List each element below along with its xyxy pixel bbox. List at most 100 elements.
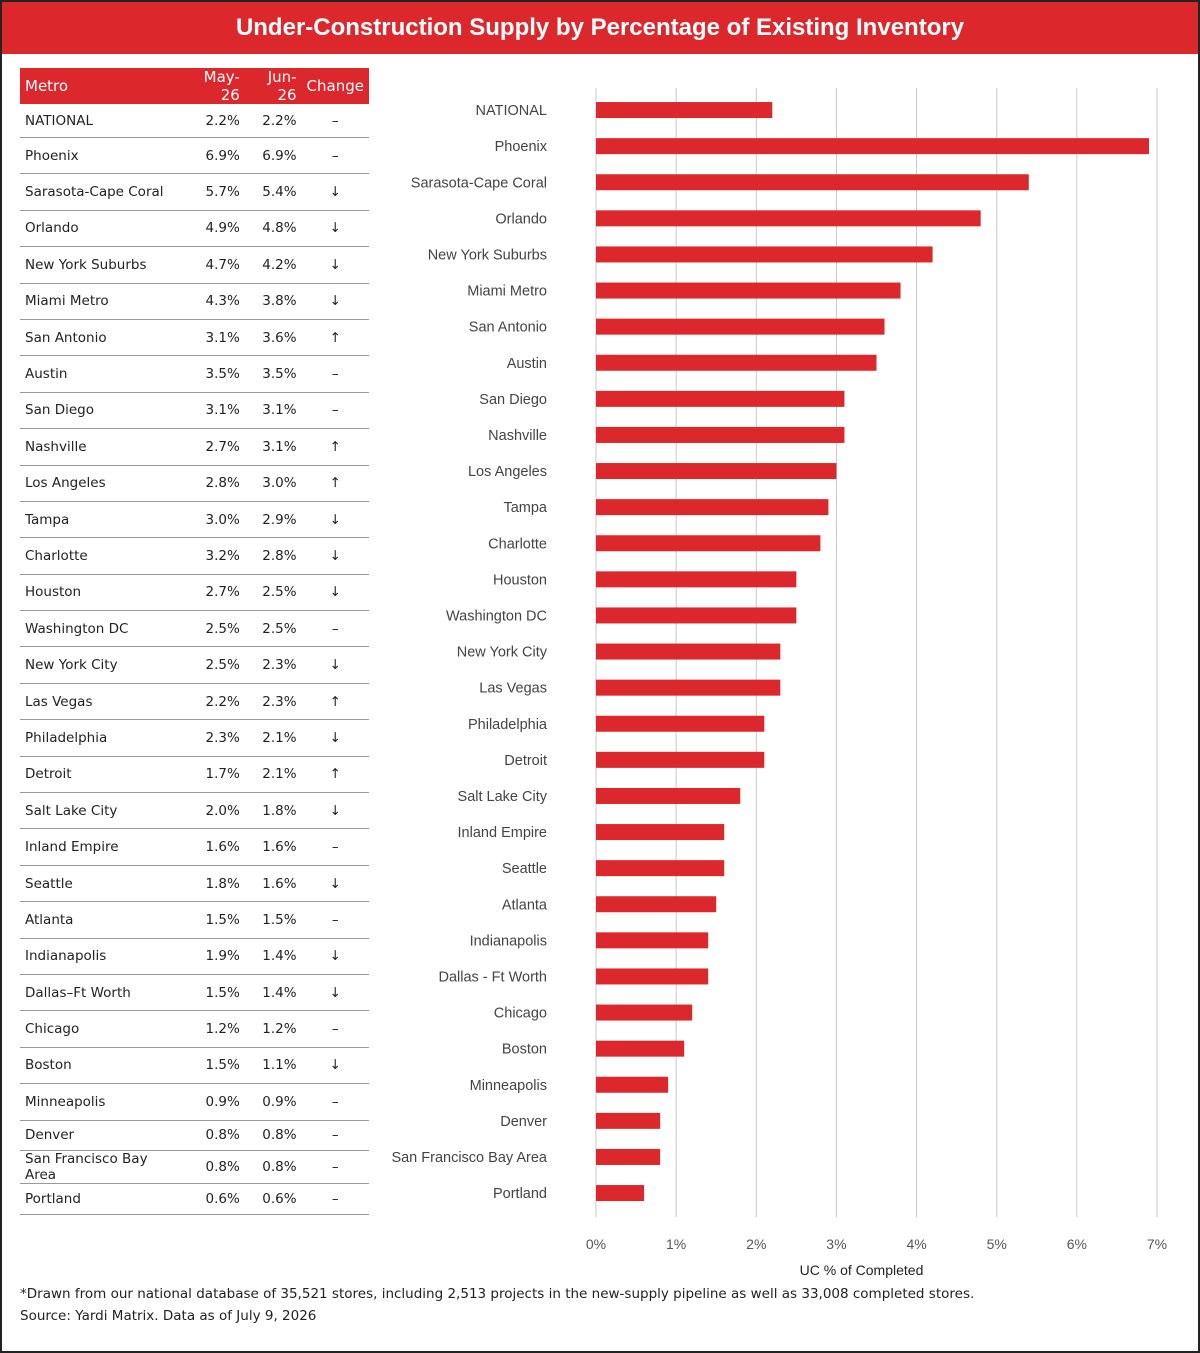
table-row: Washington DC 2.5% 2.5% –	[20, 610, 369, 648]
table-row: Salt Lake City 2.0% 1.8% ↓	[20, 792, 369, 830]
cell-jun: 3.1%	[244, 392, 302, 430]
cell-jun: 0.9%	[244, 1083, 302, 1121]
cell-jun: 3.1%	[244, 428, 302, 466]
cell-jun: 1.6%	[244, 865, 302, 903]
cell-metro: Phoenix	[20, 137, 182, 175]
table-row: Inland Empire 1.6% 1.6% –	[20, 828, 369, 866]
cell-may: 0.9%	[181, 1083, 245, 1121]
cell-change: ↓	[301, 574, 369, 612]
table-row: Portland 0.6% 0.6% –	[20, 1183, 369, 1215]
cell-change: ↓	[301, 792, 369, 830]
category-label: San Antonio	[469, 320, 547, 336]
table-row: New York City 2.5% 2.3% ↓	[20, 646, 369, 684]
cell-jun: 1.4%	[244, 938, 302, 975]
table-row: Dallas–Ft Worth 1.5% 1.4% ↓	[20, 974, 369, 1012]
cell-jun: 1.1%	[244, 1047, 302, 1085]
cell-may: 1.2%	[181, 1010, 245, 1048]
table-row: Seattle 1.8% 1.6% ↓	[20, 865, 369, 903]
cell-metro: Salt Lake City	[20, 792, 182, 830]
table-row: San Antonio 3.1% 3.6% ↑	[20, 319, 369, 357]
category-label: NATIONAL	[476, 103, 547, 119]
table-row: Philadelphia 2.3% 2.1% ↓	[20, 719, 369, 757]
cell-may: 2.3%	[181, 719, 245, 757]
cell-metro: Los Angeles	[20, 465, 182, 502]
bar	[596, 571, 797, 588]
cell-jun: 2.1%	[244, 756, 302, 794]
cell-change: ↓	[301, 210, 369, 248]
footnote-line-1: *Drawn from our national database of 35,…	[20, 1286, 975, 1302]
cell-change: ↑	[301, 683, 369, 721]
x-tick-label: 0%	[586, 1236, 606, 1252]
cell-metro: Atlanta	[20, 901, 182, 939]
cell-metro: Tampa	[20, 501, 182, 539]
cell-jun: 1.2%	[244, 1010, 302, 1048]
table-row: Indianapolis 1.9% 1.4% ↓	[20, 938, 369, 975]
table-row: Nashville 2.7% 3.1% ↑	[20, 428, 369, 466]
cell-may: 1.5%	[181, 901, 245, 939]
table-row: Denver 0.8% 0.8% –	[20, 1120, 369, 1152]
table-row: Boston 1.5% 1.1% ↓	[20, 1047, 369, 1085]
cell-may: 4.9%	[181, 210, 245, 248]
cell-may: 3.0%	[181, 501, 245, 539]
cell-may: 5.7%	[181, 173, 245, 211]
cell-may: 1.5%	[181, 1047, 245, 1085]
cell-change: –	[301, 1010, 369, 1048]
bar	[596, 1185, 645, 1202]
cell-metro: Nashville	[20, 428, 182, 466]
bar-chart: 0% 1% 2% 3% 4% 5% 6% 7% NATIONAL Phoenix Sarasota-…	[380, 80, 1180, 1280]
x-tick-label: 7%	[1147, 1236, 1167, 1252]
cell-may: 2.0%	[181, 792, 245, 830]
cell-change: ↓	[301, 974, 369, 1012]
cell-may: 4.3%	[181, 283, 245, 320]
cell-may: 2.5%	[181, 646, 245, 684]
page-title: Under-Construction Supply by Percentage …	[235, 14, 965, 41]
cell-may: 3.5%	[181, 355, 245, 393]
cell-jun: 3.0%	[244, 465, 302, 502]
category-label: Chicago	[494, 1006, 547, 1022]
bar	[596, 932, 709, 949]
cell-metro: Miami Metro	[20, 283, 182, 320]
bar	[596, 138, 1149, 155]
bar	[596, 354, 877, 371]
cell-may: 3.2%	[181, 537, 245, 575]
cell-jun: 0.8%	[244, 1150, 302, 1185]
cell-may: 2.8%	[181, 465, 245, 502]
cell-metro: Orlando	[20, 210, 182, 248]
cell-metro: Sarasota-Cape Coral	[20, 173, 182, 211]
table-row: Charlotte 3.2% 2.8% ↓	[20, 537, 369, 575]
cell-may: 1.9%	[181, 938, 245, 975]
bar	[596, 102, 773, 119]
chart-svg: 0% 1% 2% 3% 4% 5% 6% 7% NATIONAL Phoenix Sarasota-…	[391, 88, 1167, 1278]
cell-change: ↓	[301, 865, 369, 903]
category-label: Seattle	[502, 861, 547, 877]
bar	[596, 860, 725, 877]
cell-metro: Houston	[20, 574, 182, 612]
cell-change: ↑	[301, 319, 369, 357]
x-tick-label: 1%	[666, 1236, 686, 1252]
bar	[596, 426, 845, 443]
cell-metro: Portland	[20, 1183, 182, 1215]
title-banner: Under-Construction Supply by Percentage …	[2, 2, 1198, 54]
cell-change: –	[301, 355, 369, 393]
header-metro: Metro	[20, 68, 182, 104]
cell-metro: Boston	[20, 1047, 182, 1085]
cell-jun: 2.3%	[244, 683, 302, 721]
cell-change: –	[301, 1120, 369, 1152]
cell-change: –	[301, 104, 369, 138]
bar	[596, 643, 781, 660]
bar	[596, 174, 1029, 191]
bar	[596, 607, 797, 624]
table-row: Minneapolis 0.9% 0.9% –	[20, 1083, 369, 1121]
table-row: Tampa 3.0% 2.9% ↓	[20, 501, 369, 539]
cell-metro: Philadelphia	[20, 719, 182, 757]
cell-jun: 2.1%	[244, 719, 302, 757]
cell-change: ↑	[301, 756, 369, 794]
cell-may: 3.1%	[181, 392, 245, 430]
cell-may: 2.7%	[181, 574, 245, 612]
cell-metro: San Antonio	[20, 319, 182, 357]
table-row: Miami Metro 4.3% 3.8% ↓	[20, 283, 369, 320]
cell-jun: 3.6%	[244, 319, 302, 357]
cell-may: 1.5%	[181, 974, 245, 1012]
bar	[596, 318, 885, 335]
